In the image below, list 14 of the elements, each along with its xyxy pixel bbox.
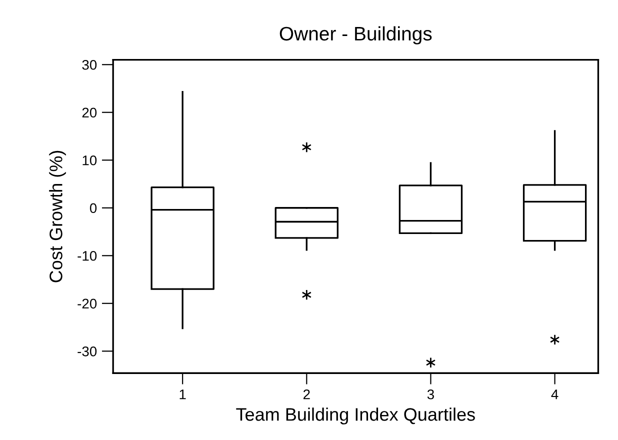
y-tick-label: 20: [82, 108, 97, 118]
y-tick-label: -10: [78, 250, 97, 261]
x-tick-label: 1: [180, 390, 186, 400]
chart-title: Owner - Buildings: [280, 26, 432, 44]
y-tick-label: -30: [78, 346, 97, 356]
y-tick-label: 30: [82, 60, 97, 70]
y-tick-label: -20: [78, 298, 97, 309]
y-tick-label: 0: [90, 203, 97, 214]
x-tick-label: 2: [303, 389, 310, 400]
x-tick-label: 4: [551, 390, 558, 400]
x-axis-title: Team Building Index Quartiles: [236, 408, 475, 424]
y-tick-label: 10: [82, 155, 97, 166]
y-axis-title: Cost Growth (%): [49, 150, 66, 282]
x-tick-label: 3: [427, 389, 434, 400]
